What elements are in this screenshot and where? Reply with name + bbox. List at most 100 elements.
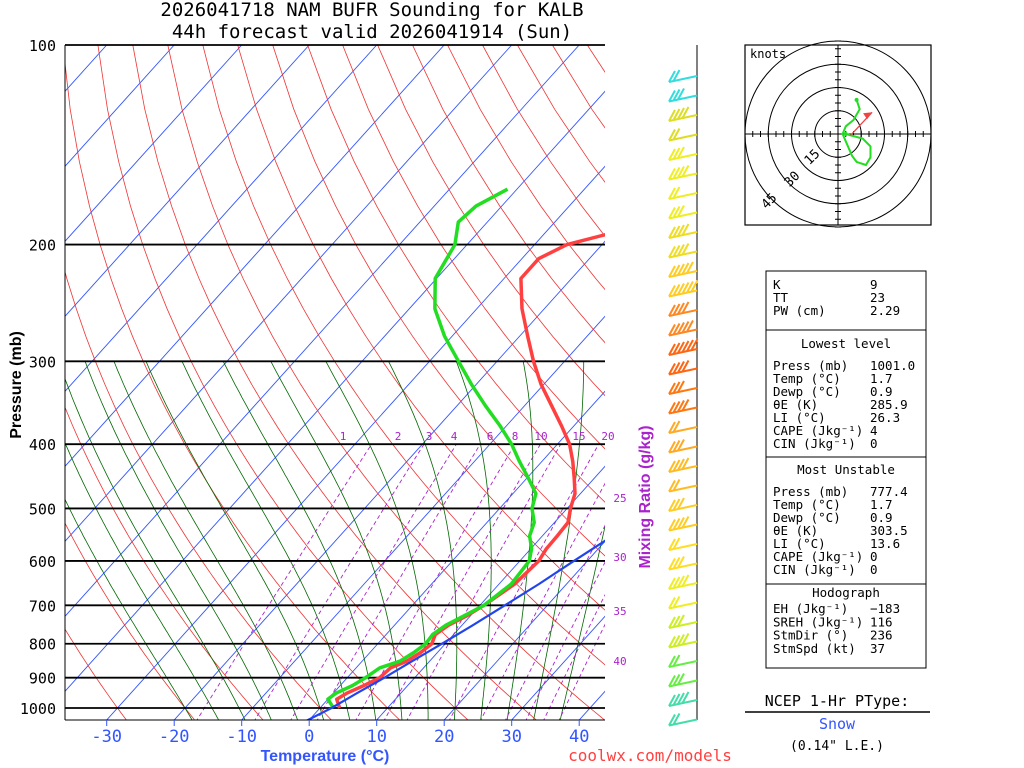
dry-adiabat-line	[97, 45, 469, 720]
stat-value: 303.5	[870, 523, 908, 538]
stat-label: SREH (Jkg⁻¹)	[773, 614, 863, 629]
wind-barb-flag	[668, 636, 676, 648]
wind-barb	[668, 718, 698, 727]
wind-barb-flag	[681, 243, 690, 255]
moist-adiabat-line	[113, 361, 298, 720]
pressure-tick-label: 300	[29, 353, 56, 371]
stat-value: 37	[870, 641, 885, 656]
stat-value: 0.9	[870, 384, 893, 399]
wind-barb-flag	[681, 691, 690, 704]
stat-label: CAPE (Jkg⁻¹)	[773, 549, 863, 564]
wind-barb-flag	[668, 109, 676, 122]
wind-barb-flag	[672, 206, 681, 218]
wind-barb-flag	[668, 597, 676, 609]
wind-barb	[668, 484, 698, 493]
wind-barb-flag	[677, 322, 685, 334]
wind-barb-flag	[672, 596, 681, 608]
mixing-ratio-line	[505, 524, 605, 720]
mixing-ratio-label: 10	[534, 430, 547, 443]
moist-adiabat-line	[65, 498, 193, 720]
dry-adiabat-line	[65, 522, 196, 720]
mixing-ratio-line	[196, 443, 372, 720]
wind-barb	[668, 445, 698, 454]
wind-barb-flag	[677, 283, 685, 295]
x-axis-label: Temperature (°C)	[261, 748, 390, 765]
series-parcel-line	[305, 539, 605, 720]
wind-barb-flag	[668, 558, 676, 570]
wind-barb	[668, 153, 698, 161]
ptype-value: Snow	[819, 715, 856, 733]
dry-adiabat-line	[167, 45, 605, 720]
wind-barb	[668, 426, 698, 434]
wind-barb-flag	[668, 675, 676, 687]
isotherm-line	[443, 540, 605, 720]
wind-barb-flag	[668, 207, 676, 219]
wind-barb	[668, 601, 698, 610]
mixing-ratio-axis-label: Mixing Ratio (g/kg)	[637, 425, 654, 568]
mixing-ratio-label: 8	[512, 430, 519, 443]
wind-barb-flag	[677, 302, 685, 315]
temp-tick-label: 10	[366, 727, 386, 747]
moist-adiabat-lines	[65, 361, 605, 720]
wind-barb-flag	[668, 70, 676, 83]
ptype-title: NCEP 1-Hr PType:	[765, 692, 910, 710]
wind-barb-flag	[672, 186, 681, 199]
isotherm-line	[65, 45, 243, 243]
wind-barb-flag	[681, 321, 690, 333]
wind-barb-flag	[672, 459, 681, 472]
stat-value: 23	[870, 290, 885, 305]
moist-adiabat-line	[533, 361, 585, 720]
wind-barb-flag	[672, 225, 681, 238]
dry-adiabat-line	[412, 45, 605, 344]
series-dewpoint-line	[326, 187, 538, 709]
stat-value: 26.3	[870, 410, 900, 425]
mixing-ratio-line	[316, 443, 481, 720]
wind-barb-flag	[677, 634, 685, 646]
stat-value: 1.7	[870, 497, 893, 512]
isotherm-line	[65, 90, 605, 693]
wind-barb	[668, 211, 698, 220]
wind-barb	[668, 387, 698, 395]
isotherm-line	[65, 45, 513, 543]
wind-barb-flag	[668, 519, 676, 531]
wind-barb-flag	[668, 148, 676, 161]
wind-barb-flag	[681, 633, 690, 645]
storm-motion-arrowhead	[863, 112, 873, 120]
wind-barb-flag	[668, 168, 676, 180]
stat-label: Temp (°C)	[773, 371, 841, 386]
wind-barb-flag	[672, 108, 681, 121]
profile-series	[305, 187, 605, 720]
wind-barb-flag	[677, 361, 685, 373]
isotherm-line	[65, 45, 580, 618]
wind-barb-flag	[677, 224, 685, 237]
stat-label: θE (K)	[773, 397, 818, 412]
stats-text: K 9 TT 23 PW (cm) 2.29 Lowest level Press (mb) 1…	[773, 277, 915, 656]
wind-barb-flag	[672, 323, 681, 335]
wind-barb-flag	[677, 166, 685, 178]
isotherm-line	[106, 165, 605, 720]
wind-barb	[668, 660, 698, 668]
mixing-ratio-label: 2	[395, 430, 402, 443]
moist-adiabat-line	[145, 361, 325, 720]
moist-adiabat-line	[455, 361, 492, 720]
pressure-tick-label: 200	[29, 237, 56, 255]
stat-label: CIN (Jkg⁻¹)	[773, 562, 856, 577]
dry-adiabat-line	[272, 45, 605, 557]
wind-barb-flag	[672, 284, 681, 296]
wind-barb-flag	[690, 280, 699, 292]
wind-barb-flag	[677, 244, 685, 256]
temp-tick-label: -20	[159, 727, 190, 747]
mixing-ratio-line	[355, 443, 516, 720]
dry-adiabat-line	[65, 270, 332, 720]
credit-text: coolwx.com/models	[568, 746, 732, 765]
pressure-tick-label: 100	[29, 37, 56, 55]
wind-barb-flag	[672, 615, 681, 628]
isotherm-line	[65, 45, 378, 393]
dry-adiabat-line	[342, 45, 605, 450]
wind-barb-flag	[677, 146, 685, 159]
stat-label: StmSpd (kt)	[773, 641, 856, 656]
axes: 1 2 3 4 6 8 10 15 202530354010020030040050060070…	[20, 37, 627, 747]
stat-label: TT	[773, 290, 789, 305]
